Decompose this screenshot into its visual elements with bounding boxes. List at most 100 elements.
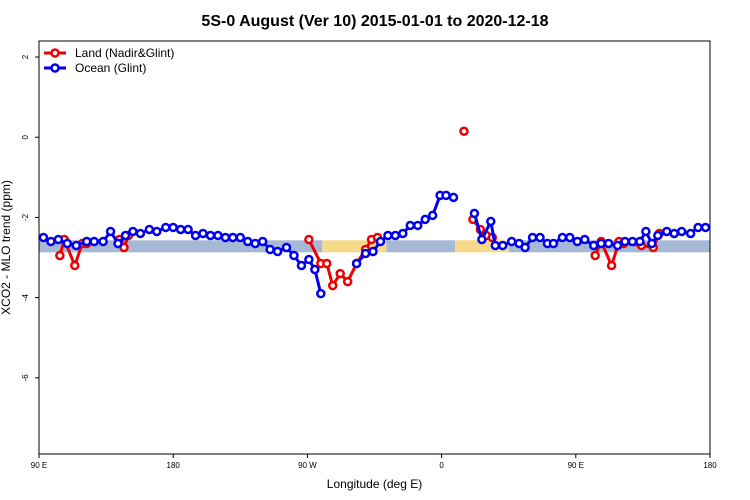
series-1 [38, 190, 711, 299]
y-axis-label: XCO2 - MLO trend (ppm) [0, 180, 13, 315]
series-1-point-19 [190, 230, 201, 241]
x-tick-label-3: 0 [439, 461, 444, 470]
series-1-point-16 [168, 222, 178, 233]
series-1-point-3 [62, 238, 73, 249]
series-1-point-46 [420, 214, 430, 225]
series-1-point-36 [316, 288, 326, 299]
legend-label-0: Land (Nadir&Glint) [75, 46, 174, 60]
series-1-point-78 [669, 228, 679, 239]
series-1-point-14 [152, 226, 162, 237]
series-1-point-47 [427, 210, 438, 221]
series-1-point-59 [527, 232, 538, 243]
series-1-point-62 [548, 238, 559, 249]
series-1-point-63 [557, 232, 568, 243]
series-1-point-34 [304, 254, 314, 265]
series-1-point-11 [128, 226, 138, 237]
series-1-point-55 [497, 240, 508, 251]
series-0-point-0 [55, 250, 65, 261]
y-tick-label-2: -2 [21, 213, 30, 221]
y-tick-label-1: 0 [21, 134, 30, 139]
series-1-point-66 [579, 234, 590, 245]
y-tick-label-4: -6 [21, 374, 30, 382]
series-1-point-73 [635, 236, 645, 247]
series-1-point-33 [296, 260, 307, 271]
x-tick-label-5: 180 [703, 461, 717, 470]
series-1-point-39 [368, 246, 378, 257]
series-1-point-65 [572, 236, 583, 247]
series-1-point-41 [383, 230, 393, 241]
series-1-point-40 [375, 236, 386, 247]
series-1-point-50 [448, 192, 459, 203]
plot-frame [38, 40, 711, 455]
series-1-point-28 [257, 236, 268, 247]
series-0-point-22 [590, 250, 600, 261]
series-1-point-64 [565, 232, 575, 243]
series-1-point-22 [213, 230, 223, 241]
series-0-point-30 [459, 126, 469, 136]
series-1-point-23 [220, 232, 231, 243]
series-0-point-13 [342, 276, 353, 287]
series-1-point-9 [113, 238, 123, 249]
series-1-point-74 [641, 226, 651, 237]
series-1-point-54 [490, 240, 501, 251]
series-1-point-35 [310, 264, 320, 275]
series-1-point-38 [360, 248, 371, 259]
series-1-point-13 [144, 224, 155, 235]
series-1-point-24 [228, 232, 238, 243]
series-0-point-12 [335, 268, 345, 279]
series-1-point-60 [535, 232, 545, 243]
series-1-point-26 [243, 236, 253, 247]
series-1-point-58 [520, 242, 530, 253]
series-1-point-53 [486, 216, 496, 227]
chart-title: 5S-0 August (Ver 10) 2015-01-01 to 2020-… [201, 13, 548, 30]
x-axis: 90 E 180 90 W 0 90 E 180 [31, 454, 717, 470]
series-1-point-17 [175, 224, 186, 235]
series-0-point-8 [304, 234, 314, 245]
legend-marker-0 [50, 48, 60, 58]
series-1-point-37 [351, 258, 362, 269]
series-1-point-7 [98, 236, 108, 247]
series-0-point-2 [70, 260, 80, 271]
series-1-point-44 [405, 220, 416, 231]
series-1-point-29 [265, 244, 275, 255]
series-1-point-80 [685, 228, 696, 239]
series-1-point-25 [235, 232, 246, 243]
series-1-point-52 [477, 234, 487, 245]
series-1-point-79 [676, 226, 687, 237]
legend-marker-1 [50, 63, 60, 73]
series-1-point-4 [71, 240, 82, 251]
series-1-point-20 [198, 228, 208, 239]
series-1-point-27 [250, 238, 260, 249]
series-1-point-72 [627, 236, 638, 247]
series-1-point-43 [398, 228, 408, 239]
series-1-point-70 [612, 240, 623, 251]
series-1-point-71 [620, 236, 630, 247]
series-1-point-31 [281, 242, 292, 253]
series-0-point-24 [606, 260, 617, 271]
series-0-point-11 [327, 280, 338, 291]
legend: Land (Nadir&Glint)Ocean (Glint) [44, 46, 174, 75]
series-1-point-15 [160, 222, 171, 233]
series-1-point-18 [183, 224, 193, 235]
x-tick-label-4: 90 E [568, 461, 584, 470]
series-1-point-32 [289, 250, 299, 261]
series-1-point-12 [135, 228, 146, 239]
series-1-point-5 [81, 236, 92, 247]
x-tick-label-2: 90 W [298, 461, 317, 470]
series-1-point-69 [603, 238, 614, 249]
surface-band-ocean-2 [386, 240, 456, 253]
series-1-point-42 [390, 230, 401, 241]
series-1-point-68 [596, 238, 606, 249]
series-1-point-75 [647, 238, 657, 249]
series-1-point-56 [506, 236, 517, 247]
series-1-point-30 [272, 246, 283, 257]
y-tick-label-3: -4 [21, 294, 30, 302]
series-1-point-10 [120, 230, 131, 241]
y-tick-label-0: 2 [21, 54, 30, 59]
series-1-point-81 [693, 222, 703, 233]
x-axis-label: Longitude (deg E) [327, 477, 422, 491]
series-1-point-1 [46, 236, 56, 247]
series-1-point-0 [38, 232, 49, 243]
series-1-point-67 [588, 240, 599, 251]
